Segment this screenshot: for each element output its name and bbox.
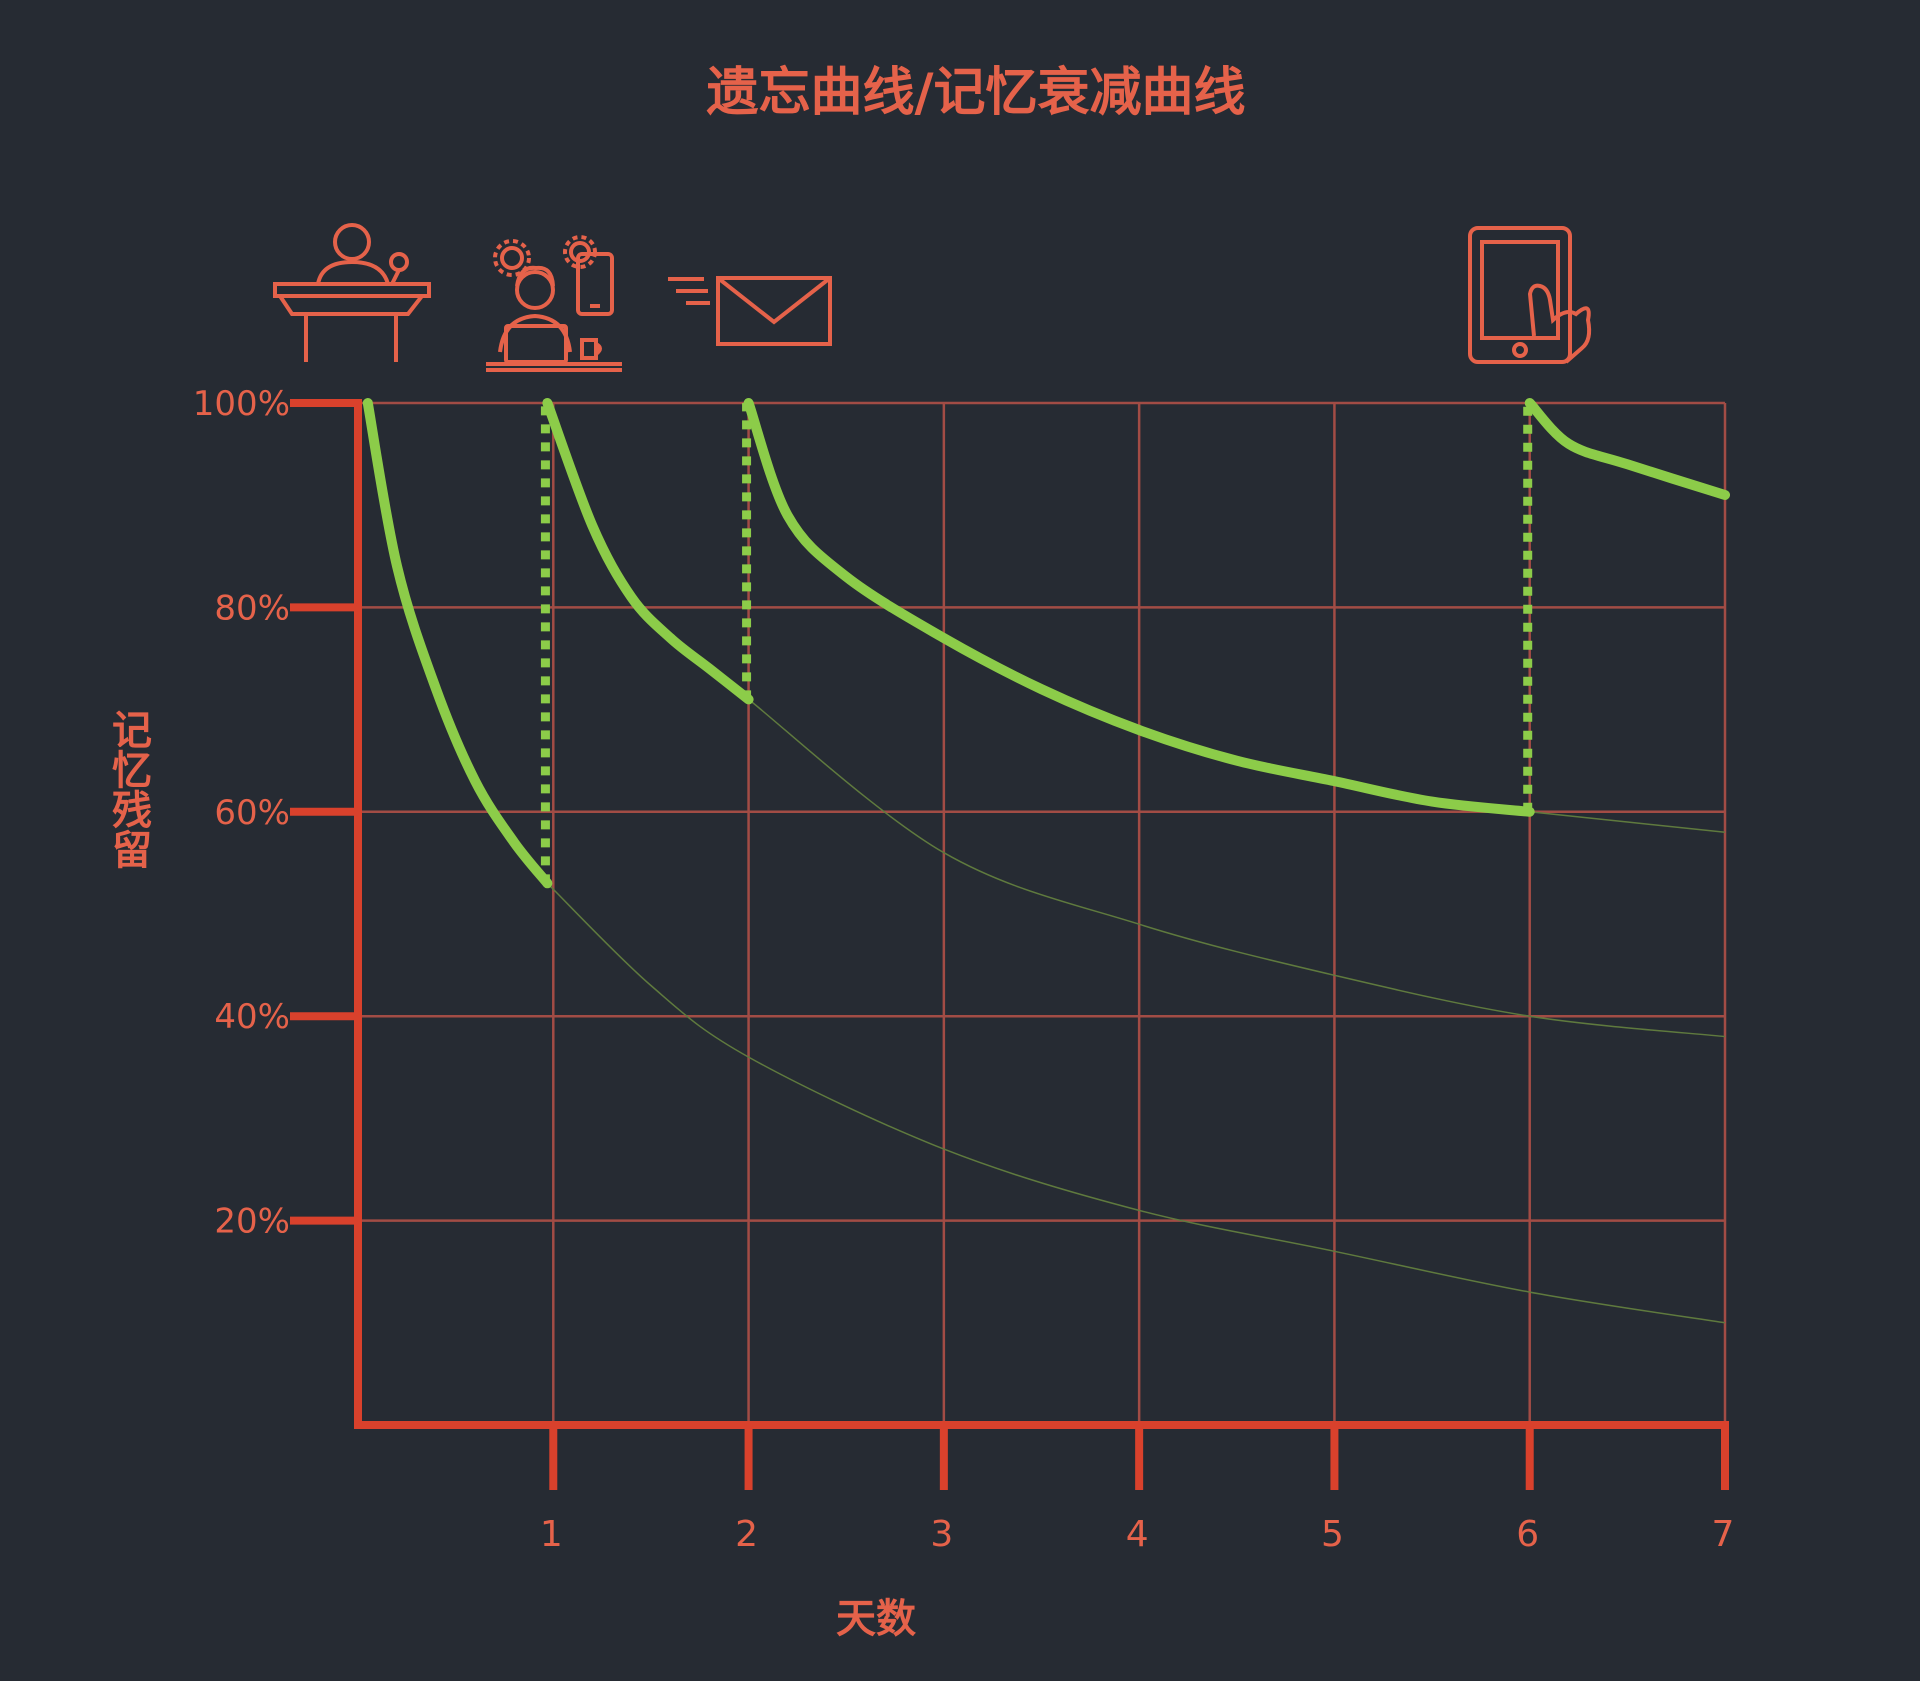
y-tick-label-1: 20%	[214, 1202, 290, 1242]
y-tick-label-5: 100%	[193, 384, 290, 424]
faded-curve-1-1	[546, 882, 1726, 1324]
faded-curves	[546, 698, 1726, 1324]
retention-curve-3	[743, 398, 1535, 817]
axes	[290, 399, 1729, 1490]
y-axis-title: 记忆残留	[112, 708, 152, 874]
y-tick-label-3: 60%	[214, 793, 290, 833]
lecture-podium-icon	[273, 223, 431, 362]
y-tick-label-4: 80%	[214, 588, 290, 628]
person-working-laptop-icon	[486, 235, 622, 372]
faded-curve-1-2	[748, 698, 1726, 1038]
y-axis-title-char: 记	[112, 708, 152, 754]
retention-curve-4	[1524, 398, 1730, 500]
chart-title: 遗忘曲线/记忆衰减曲线	[707, 63, 1246, 123]
x-axis-title: 天数	[836, 1596, 916, 1642]
x-tick-label-4: 4	[1126, 1514, 1149, 1555]
y-axis-title-char: 留	[112, 828, 152, 874]
x-tick-label-3: 3	[930, 1514, 953, 1555]
x-tick-label-6: 6	[1516, 1514, 1539, 1555]
x-tick-label-1: 1	[540, 1514, 563, 1555]
y-axis-title-char: 忆	[112, 748, 152, 794]
y-axis-title-char: 残	[112, 788, 152, 834]
x-tick-label-7: 7	[1712, 1514, 1735, 1555]
email-icon	[668, 276, 832, 346]
grid-lines	[358, 401, 1727, 1425]
review-lines	[540, 403, 1533, 884]
x-tick-label-5: 5	[1321, 1514, 1344, 1555]
y-tick-label-2: 40%	[214, 997, 290, 1037]
retention-curve-2	[542, 398, 754, 705]
faded-curve-1-3	[1529, 811, 1726, 833]
retention-curve-1	[362, 398, 553, 889]
x-tick-label-2: 2	[735, 1514, 758, 1555]
tick-labels: 20% 40% 60% 80% 100% 1 2 3 4 5 6 7	[193, 384, 1735, 1555]
tablet-touch-icon	[1468, 226, 1592, 364]
main-curves	[362, 398, 1730, 889]
